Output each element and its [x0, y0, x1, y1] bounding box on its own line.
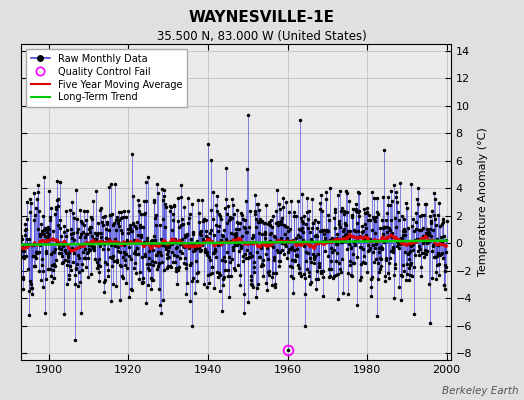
Text: Berkeley Earth: Berkeley Earth — [442, 386, 519, 396]
Text: 35.500 N, 83.000 W (United States): 35.500 N, 83.000 W (United States) — [157, 30, 367, 43]
Y-axis label: Temperature Anomaly (°C): Temperature Anomaly (°C) — [477, 128, 487, 276]
Legend: Raw Monthly Data, Quality Control Fail, Five Year Moving Average, Long-Term Tren: Raw Monthly Data, Quality Control Fail, … — [26, 49, 187, 107]
Text: WAYNESVILLE-1E: WAYNESVILLE-1E — [189, 10, 335, 25]
